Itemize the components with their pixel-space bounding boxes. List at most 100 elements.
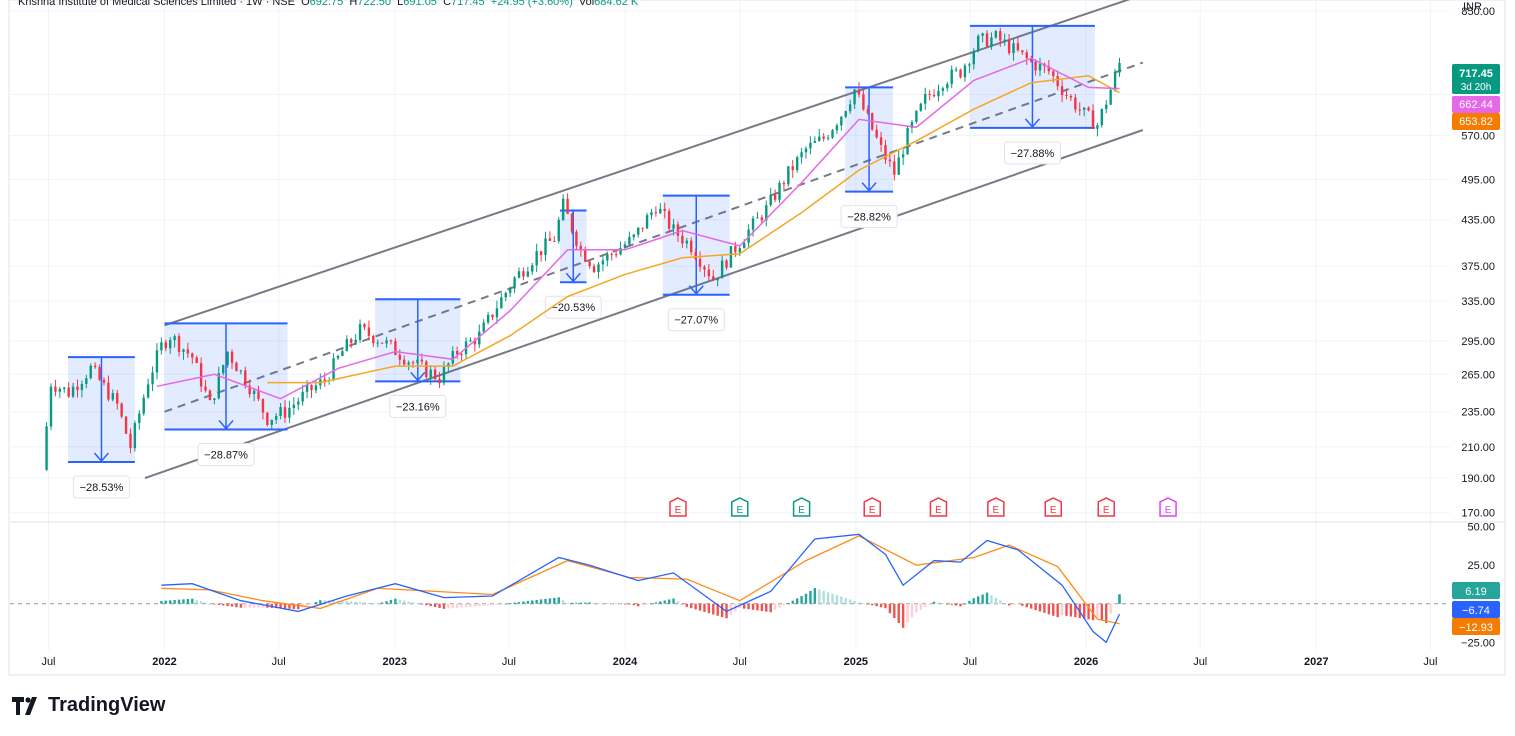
candle-body: [804, 148, 808, 153]
candle-body: [531, 265, 534, 272]
candle-body: [782, 182, 786, 185]
drawdown-label-box: [840, 205, 898, 229]
macd-histogram-bar: [341, 600, 344, 604]
candle-body: [288, 407, 291, 418]
chart-frame: [8, 0, 1506, 676]
macd-histogram-bar: [866, 603, 870, 605]
candle-body: [848, 104, 852, 112]
macd-histogram-bar: [1034, 603, 1037, 611]
candle-body: [403, 359, 406, 365]
high-value: 722.50: [357, 0, 392, 8]
earnings-marker: [1097, 497, 1115, 517]
currency-label: INR: [1463, 1, 1482, 13]
drawdown-label-box: [197, 442, 255, 466]
macd-histogram-bar: [641, 603, 644, 606]
y-tick-label: 570.00: [1461, 130, 1495, 142]
candle-body: [54, 386, 57, 392]
candle-body: [751, 218, 755, 230]
y-tick-label: 210.00: [1461, 442, 1495, 454]
candle-body: [71, 386, 75, 397]
x-tick-label: Jul: [963, 656, 977, 668]
candle-body: [910, 121, 914, 128]
drawdown-label: −28.53%: [80, 482, 124, 494]
candle-body: [221, 365, 225, 374]
candle-body: [146, 384, 150, 398]
macd-histogram-bar: [857, 602, 861, 604]
y-tick-label: 295.00: [1461, 336, 1495, 348]
candle-body: [513, 277, 516, 289]
macd-histogram-bar: [954, 603, 958, 606]
x-tick-label: 2027: [1304, 656, 1328, 668]
macd-histogram-bar: [482, 603, 485, 606]
tradingview-logo[interactable]: TradingView: [12, 694, 165, 717]
macd-histogram-bar: [367, 602, 371, 604]
macd-value-label: −12.93: [1459, 622, 1493, 634]
candle-body: [1047, 66, 1051, 72]
low-value: 691.05: [403, 0, 437, 8]
candle-body: [199, 362, 203, 387]
candle-body: [1003, 39, 1006, 41]
candle-body: [517, 271, 521, 278]
candle-body: [301, 391, 304, 402]
candle-body: [133, 423, 137, 449]
candle-body: [376, 342, 379, 344]
candle-body: [787, 166, 790, 185]
macd-histogram-bar: [403, 600, 406, 604]
candle-body: [844, 111, 847, 117]
macd-histogram-bar: [323, 600, 326, 604]
candle-body: [1096, 125, 1099, 129]
earnings-marker: [929, 497, 948, 517]
macd-histogram-bar: [504, 603, 507, 605]
macd-histogram-bar: [592, 602, 596, 604]
candle-body: [63, 387, 66, 389]
macd-histogram-bar: [213, 603, 216, 605]
candle-body: [354, 339, 357, 343]
candle-body: [469, 340, 472, 342]
candle-body: [500, 297, 503, 309]
macd-histogram-bar: [663, 600, 666, 604]
candle-body: [579, 245, 583, 250]
candle-body: [372, 335, 375, 344]
macd-histogram-bar: [195, 599, 198, 604]
macd-histogram-bar: [394, 598, 397, 604]
candle-body: [659, 208, 662, 214]
candle-body: [160, 342, 163, 351]
candle-body: [795, 157, 799, 171]
macd-histogram-bar: [292, 603, 296, 609]
macd-histogram-bar: [588, 602, 591, 604]
macd-histogram-bar: [579, 602, 583, 604]
candle-body: [729, 246, 733, 268]
sma-fast-value: 662.44: [1459, 99, 1493, 111]
macd-histogram-bar: [345, 600, 349, 604]
candle-body: [734, 246, 737, 253]
candle-body: [491, 314, 494, 318]
macd-histogram-bar: [769, 603, 772, 613]
candle-body: [142, 397, 145, 414]
candle-body: [588, 261, 591, 267]
candle-body: [451, 351, 454, 364]
candle-body: [425, 361, 428, 378]
macd-histogram-bar: [385, 601, 388, 604]
candle-body: [266, 412, 269, 426]
candle-body: [941, 88, 945, 91]
macd-histogram-bar: [928, 603, 931, 605]
change-value: +24.95 (+3.60%): [490, 0, 573, 8]
candle-body: [875, 129, 878, 138]
candle-body: [1012, 43, 1015, 54]
macd-histogram-bar: [826, 592, 830, 604]
macd-histogram-bar: [226, 603, 229, 607]
x-tick-label: 2023: [383, 656, 407, 668]
candle-body: [963, 65, 967, 78]
candle-body: [690, 240, 693, 253]
candle-body: [703, 266, 706, 270]
candle-body: [663, 208, 666, 211]
candle-body: [601, 260, 605, 265]
macd-histogram-bar: [747, 603, 750, 610]
macd-histogram-bar: [411, 602, 415, 604]
macd-histogram-bar: [893, 603, 896, 619]
macd-histogram-bar: [1065, 603, 1068, 616]
macd-histogram-bar: [800, 596, 803, 604]
candle-body: [76, 386, 79, 390]
